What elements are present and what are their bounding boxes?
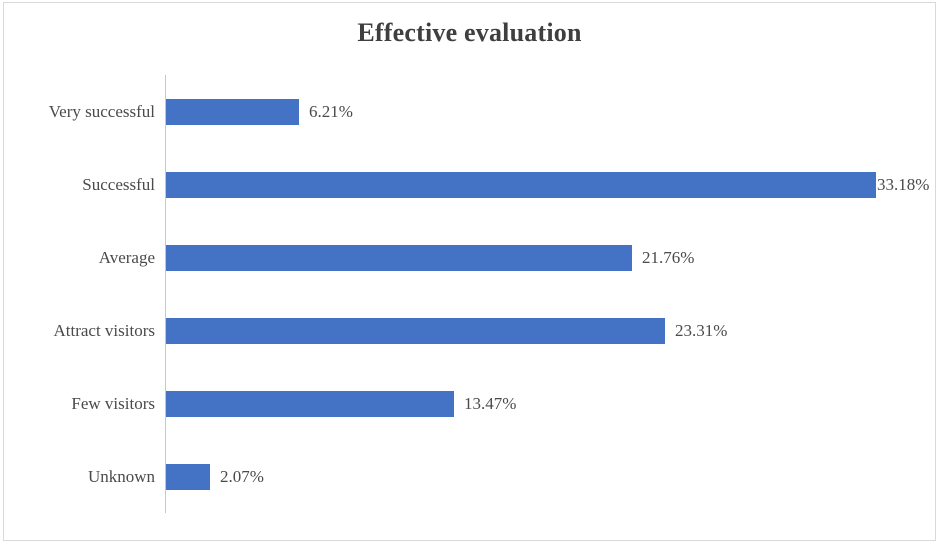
category-label: Successful — [82, 174, 155, 194]
value-label: 13.47% — [464, 393, 517, 413]
value-label: 23.31% — [675, 320, 728, 340]
category-label: Few visitors — [71, 393, 155, 413]
chart-row: Few visitors 13.47% — [0, 367, 939, 440]
category-label: Unknown — [87, 466, 155, 486]
bar-successful — [166, 171, 876, 198]
bar-attract-visitors — [166, 317, 665, 344]
chart-row: Successful 33.18% — [0, 148, 939, 221]
category-label: Attract visitors — [53, 320, 155, 340]
bar-few-visitors — [166, 390, 454, 417]
category-label: Very successful — [48, 101, 155, 121]
category-axis-line — [165, 75, 166, 513]
plot-area: Very successful 6.21% Successful 33.18% Aver… — [0, 75, 939, 513]
value-label: 21.76% — [642, 247, 695, 267]
chart-row: Average 21.76% — [0, 221, 939, 294]
value-label: 33.18% — [877, 174, 930, 194]
value-label: 6.21% — [309, 101, 353, 121]
value-label: 2.07% — [220, 466, 264, 486]
chart-row: Attract visitors 23.31% — [0, 294, 939, 367]
chart-row: Very successful 6.21% — [0, 75, 939, 148]
category-label: Average — [98, 247, 155, 267]
chart-row: Unknown 2.07% — [0, 440, 939, 513]
chart-title: Effective evaluation — [357, 18, 582, 47]
bar-average — [166, 244, 632, 271]
bar-very-successful — [166, 98, 299, 125]
bar-unknown — [166, 463, 210, 490]
